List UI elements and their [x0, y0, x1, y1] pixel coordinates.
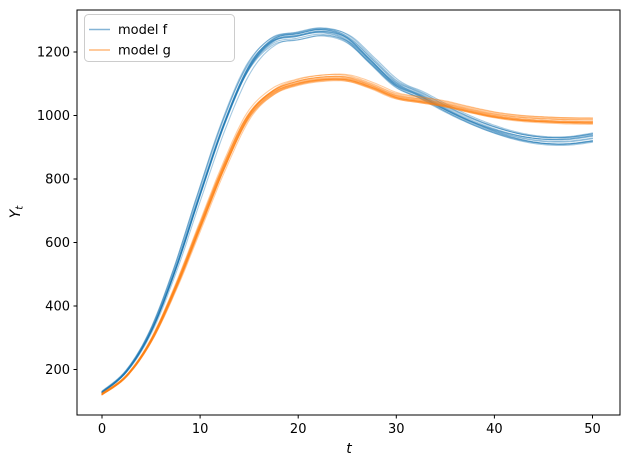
series-line-model-f — [101, 33, 594, 393]
series-line-model-f — [101, 35, 594, 393]
x-tick-label: 20 — [290, 422, 307, 437]
x-tick-label: 50 — [584, 422, 601, 437]
x-tick-label: 10 — [192, 422, 209, 437]
series-line-model-g — [101, 75, 594, 395]
series-line-model-g — [101, 73, 594, 395]
series-line-model-f — [101, 34, 594, 394]
series-line-model-g — [101, 75, 594, 394]
series-line-model-g — [101, 79, 594, 396]
series-line-model-g — [101, 78, 594, 396]
series-line-model-g — [101, 78, 594, 396]
legend-label-model-g: model g — [118, 44, 171, 59]
y-tick-label: 400 — [45, 300, 70, 315]
series-line-model-f — [101, 29, 594, 394]
series-line-model-f — [101, 30, 594, 393]
x-tick-label: 30 — [388, 422, 405, 437]
series-line-model-f — [101, 32, 594, 393]
series-line-model-g — [101, 73, 594, 396]
series-line-model-g — [101, 78, 594, 395]
series-line-model-f — [101, 27, 594, 394]
series-line-model-f — [101, 27, 594, 392]
y-tick-label: 600 — [45, 236, 70, 251]
series-line-model-f — [101, 30, 594, 393]
series-line-model-g — [101, 80, 594, 396]
series-line-model-f — [101, 31, 594, 394]
y-tick-label: 1000 — [37, 109, 70, 124]
series-line-model-f — [101, 28, 594, 394]
y-tick-label: 1200 — [37, 46, 70, 61]
x-tick-label: 0 — [98, 422, 106, 437]
x-tick-label: 40 — [486, 422, 503, 437]
y-tick-label: 200 — [45, 363, 70, 378]
series-line-model-g — [101, 75, 594, 395]
series-line-model-g — [101, 78, 594, 394]
series-line-model-f — [101, 31, 594, 394]
series-line-model-f — [101, 28, 594, 394]
series-line-model-f — [101, 28, 594, 393]
series-line-model-g — [101, 77, 594, 395]
y-tick-label: 800 — [45, 173, 70, 188]
legend-box — [84, 14, 235, 62]
y-axis-label: Yt — [8, 205, 26, 219]
legend-label-model-f: model f — [118, 23, 168, 38]
axes-spines — [76, 9, 621, 416]
series-line-model-g — [101, 78, 594, 395]
series-line-model-g — [101, 77, 594, 396]
x-axis-label: t — [346, 441, 352, 457]
